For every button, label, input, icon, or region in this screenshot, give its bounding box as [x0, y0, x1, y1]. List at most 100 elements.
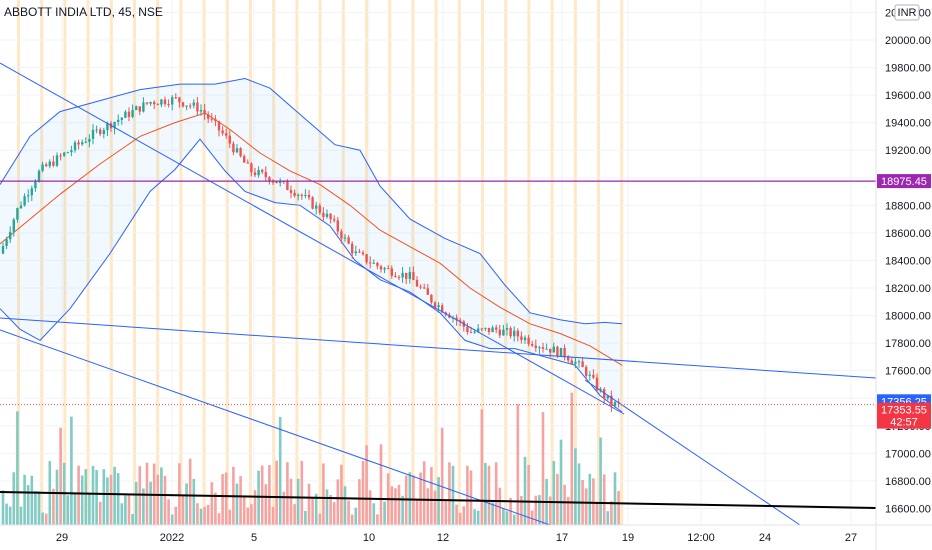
- candle[interactable]: [217, 120, 221, 137]
- candle[interactable]: [257, 166, 260, 178]
- candle[interactable]: [498, 324, 501, 338]
- candle[interactable]: [541, 342, 545, 353]
- candle[interactable]: [300, 193, 303, 200]
- candle[interactable]: [131, 104, 134, 119]
- candle[interactable]: [84, 137, 87, 144]
- candle[interactable]: [185, 105, 188, 111]
- candle[interactable]: [325, 209, 329, 219]
- candle[interactable]: [163, 96, 167, 107]
- candle[interactable]: [225, 128, 228, 139]
- candle[interactable]: [153, 100, 156, 110]
- candle[interactable]: [203, 103, 206, 120]
- candle[interactable]: [329, 212, 332, 224]
- candle[interactable]: [487, 327, 491, 335]
- candle[interactable]: [336, 216, 339, 235]
- candle[interactable]: [516, 328, 519, 342]
- candle[interactable]: [99, 127, 102, 137]
- candle[interactable]: [27, 189, 30, 203]
- candle[interactable]: [426, 283, 429, 295]
- candle[interactable]: [509, 326, 512, 339]
- candle[interactable]: [63, 151, 66, 158]
- candle[interactable]: [531, 340, 534, 348]
- candle[interactable]: [250, 162, 253, 177]
- candle[interactable]: [520, 331, 523, 344]
- candle[interactable]: [376, 261, 379, 270]
- candle[interactable]: [307, 190, 311, 200]
- candle[interactable]: [138, 106, 141, 115]
- candle[interactable]: [484, 327, 487, 332]
- candle[interactable]: [545, 343, 548, 350]
- candle[interactable]: [19, 201, 23, 210]
- candle[interactable]: [30, 185, 33, 202]
- candle[interactable]: [405, 272, 408, 285]
- candle[interactable]: [574, 357, 577, 368]
- candle[interactable]: [81, 139, 84, 146]
- candle[interactable]: [199, 104, 203, 116]
- candle[interactable]: [387, 265, 390, 270]
- candle[interactable]: [1, 242, 5, 255]
- candle[interactable]: [210, 113, 213, 123]
- candle[interactable]: [142, 97, 145, 113]
- candle[interactable]: [502, 324, 505, 336]
- candle[interactable]: [397, 275, 401, 281]
- candle[interactable]: [160, 98, 163, 108]
- candle[interactable]: [5, 236, 8, 250]
- candle[interactable]: [289, 185, 293, 199]
- candle[interactable]: [253, 167, 257, 178]
- candle[interactable]: [408, 266, 411, 284]
- candle[interactable]: [95, 125, 98, 134]
- candle[interactable]: [77, 139, 80, 150]
- candle[interactable]: [48, 159, 51, 169]
- candle[interactable]: [189, 103, 192, 110]
- candle[interactable]: [430, 294, 433, 305]
- candle[interactable]: [311, 196, 314, 210]
- candle[interactable]: [318, 203, 321, 215]
- candle[interactable]: [52, 155, 55, 168]
- price-badge[interactable]: 18975.45: [877, 174, 931, 189]
- candle[interactable]: [135, 105, 138, 111]
- candle[interactable]: [390, 265, 393, 279]
- candle[interactable]: [347, 235, 350, 245]
- candle[interactable]: [354, 245, 357, 256]
- candle[interactable]: [73, 140, 77, 153]
- candle[interactable]: [239, 147, 242, 158]
- candle[interactable]: [315, 201, 318, 215]
- candle[interactable]: [599, 387, 602, 393]
- candle[interactable]: [149, 101, 152, 106]
- trend-line-upper[interactable]: [0, 62, 625, 415]
- candle[interactable]: [228, 130, 231, 149]
- candle[interactable]: [66, 151, 69, 154]
- candle[interactable]: [340, 229, 343, 244]
- candle[interactable]: [351, 241, 354, 259]
- candle[interactable]: [271, 179, 275, 185]
- candle[interactable]: [495, 324, 498, 334]
- candle[interactable]: [275, 181, 278, 184]
- candle[interactable]: [365, 253, 368, 265]
- candle[interactable]: [415, 276, 419, 287]
- candle[interactable]: [178, 96, 181, 108]
- trend-line-channel[interactable]: [584, 379, 801, 526]
- candle[interactable]: [606, 395, 609, 401]
- candle[interactable]: [538, 345, 541, 354]
- candle[interactable]: [297, 193, 300, 201]
- candle[interactable]: [505, 323, 509, 336]
- candle[interactable]: [9, 226, 12, 243]
- candle[interactable]: [167, 99, 170, 108]
- time-axis[interactable]: 29 2022 5 10 12 17 19 12:00 24 27: [0, 524, 932, 544]
- candle[interactable]: [214, 115, 217, 127]
- candle[interactable]: [552, 342, 555, 353]
- candle[interactable]: [466, 322, 469, 335]
- candle[interactable]: [124, 110, 127, 118]
- candle[interactable]: [55, 152, 59, 168]
- candle[interactable]: [37, 169, 41, 183]
- candle[interactable]: [264, 166, 267, 181]
- candle[interactable]: [581, 357, 584, 368]
- candle[interactable]: [610, 390, 613, 412]
- candle[interactable]: [527, 334, 530, 347]
- candle[interactable]: [563, 344, 566, 361]
- candle[interactable]: [588, 371, 591, 381]
- candle[interactable]: [268, 176, 271, 185]
- candle[interactable]: [192, 99, 195, 109]
- candle[interactable]: [174, 93, 177, 100]
